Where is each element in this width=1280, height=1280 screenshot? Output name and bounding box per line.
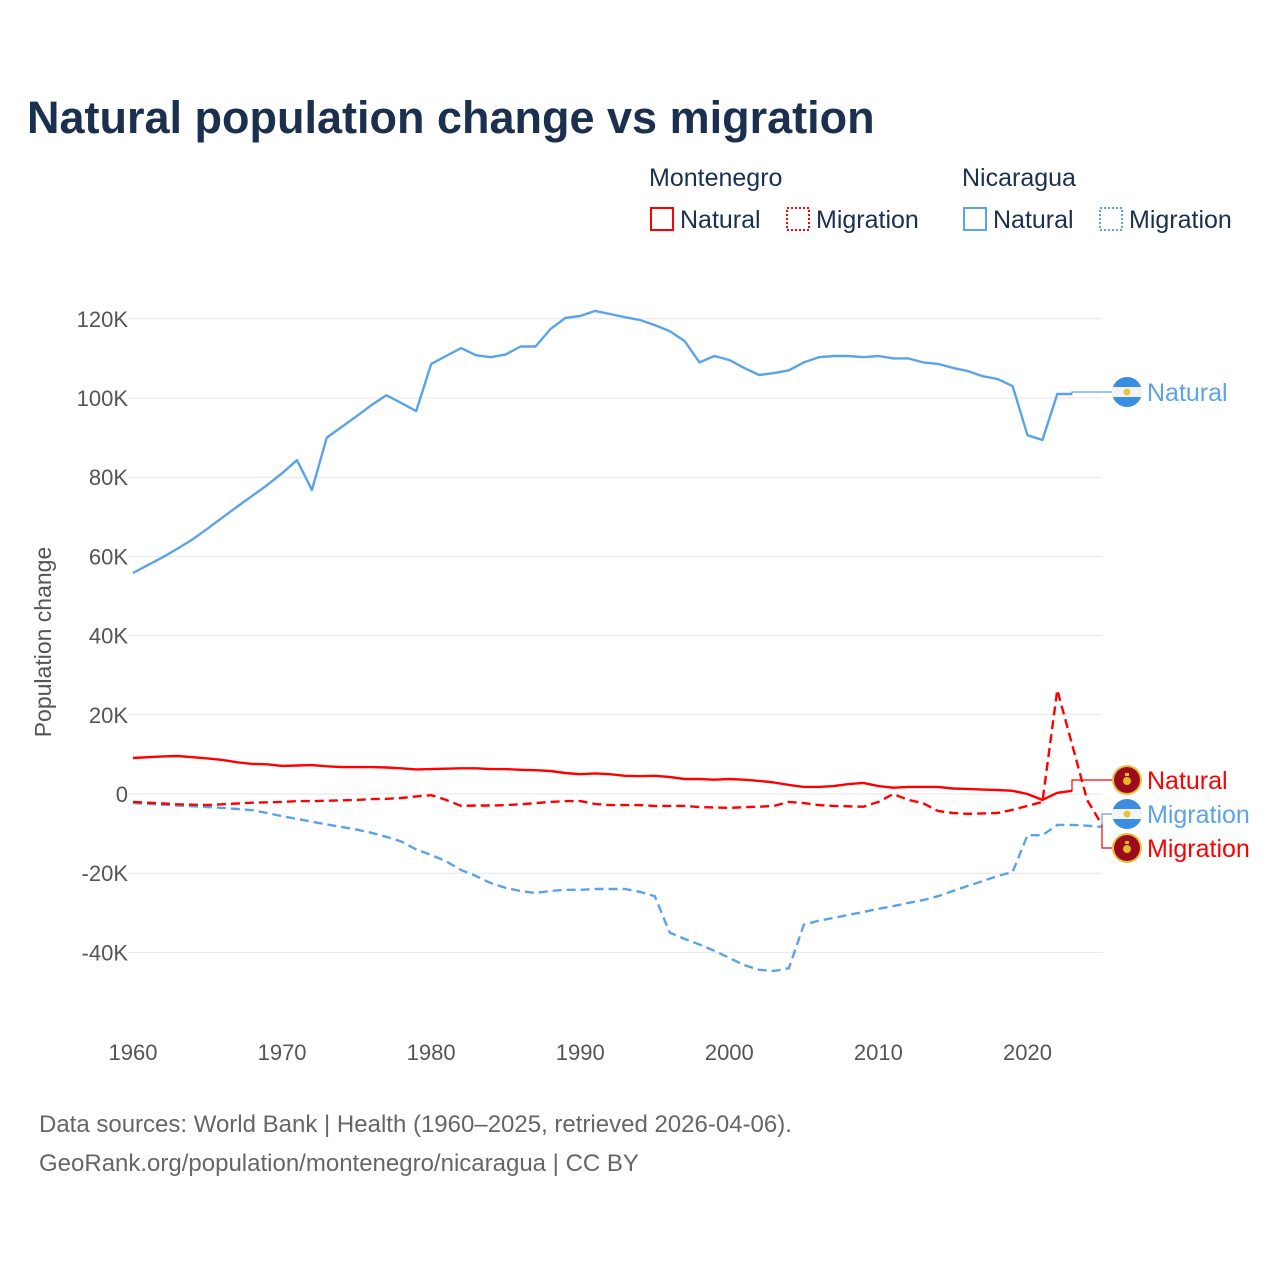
legend-label-nicaragua-migration[interactable]: Migration	[1129, 206, 1232, 234]
y-tick-label: 80K	[89, 465, 128, 490]
y-tick-label: 0	[116, 782, 128, 807]
connector-line	[1101, 824, 1112, 849]
x-tick-label: 2010	[854, 1040, 903, 1065]
x-tick-label: 2020	[1003, 1040, 1052, 1065]
chart-title: Natural population change vs migration	[27, 92, 875, 143]
legend: Montenegro Natural Migration Nicaragua N…	[649, 164, 1232, 234]
x-tick-label: 2000	[705, 1040, 754, 1065]
nicaragua-flag-icon	[1112, 377, 1142, 407]
legend-label-nicaragua-natural[interactable]: Natural	[993, 206, 1074, 234]
y-tick-label: -20K	[82, 861, 129, 886]
y-tick-label: 100K	[77, 386, 129, 411]
gridlines	[128, 318, 1102, 953]
footer-sources: Data sources: World Bank | Health (1960–…	[39, 1111, 792, 1138]
end-label-text: Natural	[1147, 767, 1228, 795]
series-line-montenegro-migration[interactable]	[132, 688, 1104, 826]
series-line-nicaragua-natural[interactable]	[132, 309, 1073, 575]
series-line-montenegro-natural[interactable]	[132, 754, 1073, 802]
end-label-text: Migration	[1147, 801, 1250, 829]
end-labels: Natural Natural Migration Migration	[1071, 377, 1250, 863]
legend-swatch-montenegro-natural	[650, 207, 674, 231]
footer-link[interactable]: GeoRank.org/population/montenegro/nicara…	[39, 1150, 639, 1177]
x-axis-ticks: 1960 1970 1980 1990 2000 2010 2020	[109, 1040, 1052, 1065]
legend-group-nicaragua: Nicaragua	[962, 164, 1076, 192]
y-tick-label: 120K	[77, 307, 129, 332]
series-line-nicaragua-migration[interactable]	[132, 801, 1103, 973]
legend-swatch-montenegro-migration	[786, 207, 810, 231]
end-label-nicaragua-natural: Natural	[1071, 377, 1228, 407]
x-tick-label: 1960	[109, 1040, 158, 1065]
connector-line	[1071, 779, 1112, 792]
nicaragua-flag-icon	[1112, 799, 1142, 829]
end-label-montenegro-natural: Natural	[1071, 765, 1228, 795]
connector-line	[1101, 813, 1112, 827]
legend-label-montenegro-migration[interactable]: Migration	[816, 206, 919, 234]
end-label-nicaragua-migration: Migration	[1101, 799, 1250, 829]
y-tick-label: 60K	[89, 544, 128, 569]
legend-swatch-nicaragua-migration	[1099, 207, 1123, 231]
y-tick-label: -40K	[82, 940, 129, 965]
x-tick-label: 1990	[556, 1040, 605, 1065]
x-tick-label: 1970	[258, 1040, 307, 1065]
end-label-text: Migration	[1147, 835, 1250, 863]
legend-group-montenegro: Montenegro	[649, 164, 782, 192]
end-label-text: Natural	[1147, 379, 1228, 407]
montenegro-flag-icon	[1112, 833, 1142, 863]
y-tick-label: 20K	[89, 703, 128, 728]
end-label-montenegro-migration: Migration	[1101, 824, 1250, 863]
y-axis-label: Population change	[30, 547, 56, 738]
legend-swatch-nicaragua-natural	[963, 207, 987, 231]
y-axis-ticks: -40K -20K 0 20K 40K 60K 80K 100K 120K	[77, 307, 129, 966]
series-lines	[132, 309, 1104, 973]
montenegro-flag-icon	[1112, 765, 1142, 795]
x-tick-label: 1980	[407, 1040, 456, 1065]
connector-line	[1071, 391, 1112, 395]
y-tick-label: 40K	[89, 624, 128, 649]
legend-label-montenegro-natural[interactable]: Natural	[680, 206, 761, 234]
